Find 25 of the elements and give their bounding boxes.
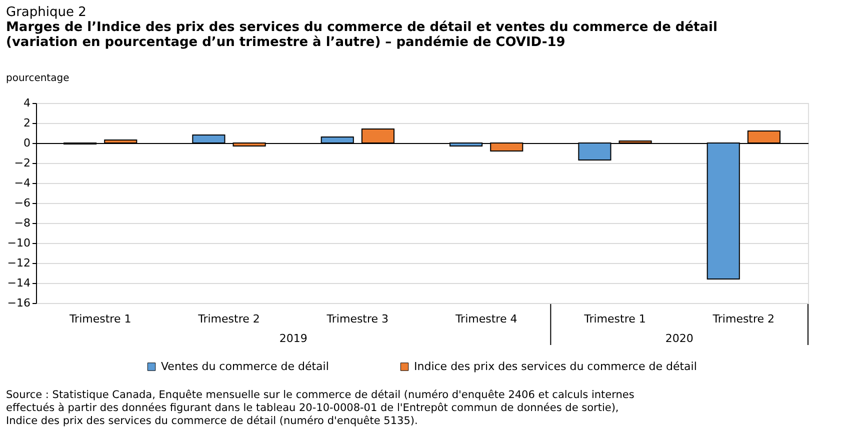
y-tick-label: 0 — [24, 136, 30, 150]
y-axis-title: pourcentage — [6, 73, 70, 84]
x-tick-label: Trimestre 2 — [197, 312, 260, 326]
y-tick-label: −8 — [14, 216, 30, 230]
legend-label: Indice des prix des services du commerce de détail — [414, 360, 697, 373]
y-tick-label: −14 — [7, 276, 30, 290]
chart-subtitle: Marges de l’Indice des prix des services du commerce de détail et ventes du commerce de détail (variation en pourcentage d’un trimestre à l’autre) – pandémie de COVID-19 — [6, 20, 718, 50]
x-tick-label: Trimestre 1 — [68, 312, 132, 326]
source-note: Source : Statistique Canada, Enquête mensuelle sur le commerce de détail (numéro d'enquête 2406 et calculs internes effectués à partir des données figurant dans le tableau 20-10-0008-01 de l'Entrepôt commun de données de sortie), Indice des prix des services du commerce de détail (numéro d'enquête 5135). — [6, 389, 634, 427]
y-tick-label: −16 — [7, 296, 30, 310]
x-tick-label: Trimestre 1 — [583, 312, 646, 326]
y-tick-label: −4 — [14, 176, 30, 190]
x-tick-label: Trimestre 2 — [712, 312, 775, 326]
text: 2019 — [279, 332, 308, 345]
y-tick-label: −12 — [7, 256, 30, 270]
x-tick-label: Trimestre 4 — [454, 312, 518, 326]
y-tick-label: −6 — [14, 196, 30, 210]
text: 2020 — [665, 332, 694, 345]
y-tick-label: −10 — [7, 236, 30, 250]
y-tick-label: 4 — [24, 96, 30, 110]
x-tick-label: Trimestre 3 — [326, 312, 389, 326]
chart-title: Graphique 2 — [6, 5, 86, 20]
legend-label: Ventes du commerce de détail — [161, 360, 329, 373]
y-tick-label: 2 — [24, 116, 30, 130]
y-tick-label: −2 — [14, 156, 30, 170]
